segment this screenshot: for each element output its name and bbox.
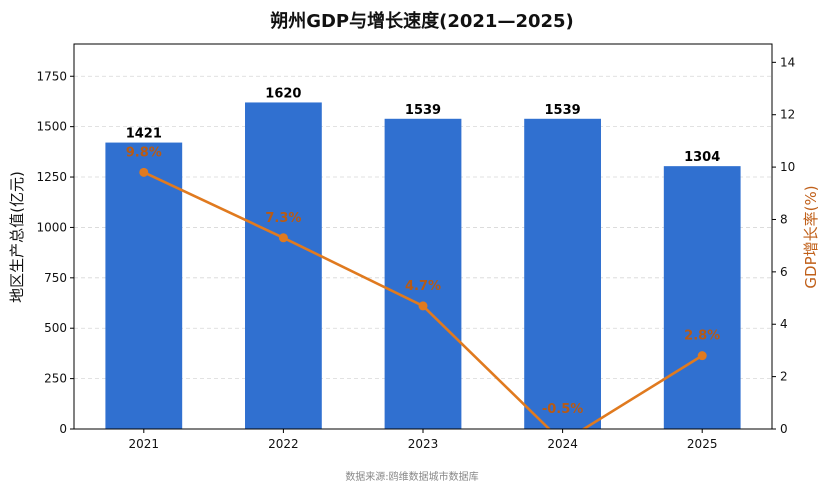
x-tick-label: 2025 [687, 437, 718, 451]
rate-value-label: 4.7% [405, 279, 441, 294]
left-tick-label: 1250 [36, 170, 67, 184]
bar-series [105, 102, 741, 430]
bar [663, 166, 741, 429]
x-tick-label: 2021 [129, 437, 160, 451]
bar [524, 118, 601, 430]
right-tick-label: 10 [780, 160, 795, 174]
right-tick-label: 2 [780, 370, 788, 384]
left-tick-label: 500 [44, 321, 67, 335]
left-tick-label: 1500 [36, 120, 67, 134]
source-note: 数据来源:鸥维数据城市数据库 [345, 470, 478, 483]
x-tick-label: 2022 [268, 437, 299, 451]
bar [245, 102, 322, 429]
rate-point [278, 233, 288, 243]
left-tick-label: 1000 [36, 220, 67, 234]
left-tick-label: 1750 [36, 69, 67, 83]
bar [105, 142, 183, 430]
left-axis-ticks: 0 250 500 750 1000 1250 1500 1750 [36, 69, 74, 436]
left-tick-label: 750 [44, 271, 67, 285]
bar [384, 118, 462, 430]
gridlines [74, 75, 772, 380]
right-tick-label: 0 [780, 422, 788, 436]
rate-value-label: -0.5% [542, 402, 583, 417]
rate-value-label: 9.8% [126, 145, 162, 160]
rate-point [697, 351, 707, 361]
bar-value-label: 1304 [684, 150, 720, 165]
left-tick-label: 250 [44, 372, 67, 386]
right-tick-label: 14 [780, 55, 795, 69]
data-labels: 1421 1620 1539 1539 1304 9.8% 7.3% 4.7% -0.5% 2.8… [126, 86, 721, 417]
bar-value-label: 1539 [545, 103, 581, 118]
rate-point [418, 301, 428, 311]
right-tick-label: 8 [780, 212, 788, 226]
bar-value-label: 1620 [265, 86, 301, 101]
right-axis-ticks: 0 2 4 6 8 10 12 14 [772, 55, 795, 436]
chart-title: 朔州GDP与增长速度(2021—2025) [270, 10, 574, 32]
right-tick-label: 6 [780, 265, 788, 279]
right-axis-label: GDP增长率(%) [802, 185, 820, 288]
x-axis-ticks: 2021 2022 2023 2024 2025 [129, 429, 718, 451]
right-tick-label: 12 [780, 108, 795, 122]
left-tick-label: 0 [59, 422, 67, 436]
rate-value-label: 2.8% [684, 329, 720, 344]
bar-value-label: 1421 [126, 127, 162, 142]
left-axis-label: 地区生产总值(亿元) [8, 171, 26, 303]
rate-point [139, 167, 149, 177]
bar-value-label: 1539 [405, 103, 441, 118]
line-series [139, 167, 707, 429]
rate-value-label: 7.3% [265, 211, 301, 226]
x-tick-label: 2024 [547, 437, 578, 451]
x-tick-label: 2023 [408, 437, 439, 451]
right-tick-label: 4 [780, 317, 788, 331]
